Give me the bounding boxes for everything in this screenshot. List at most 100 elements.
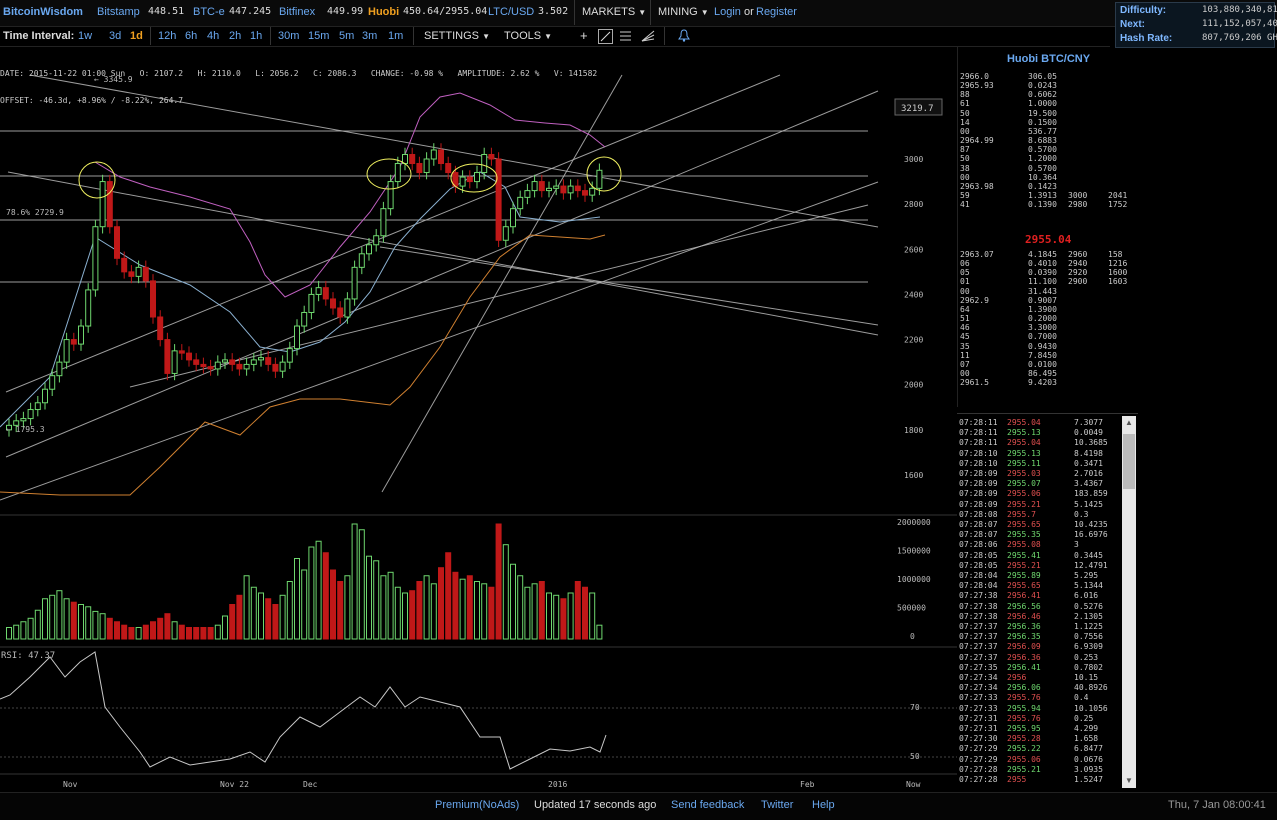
candle-body	[517, 196, 524, 210]
difficulty-value: 103,880,340,815	[1202, 5, 1277, 15]
trade-price: 2956.41	[1007, 662, 1041, 672]
order-book-row: 41 0.1390 2980 1752	[958, 200, 1139, 209]
divider	[150, 27, 151, 45]
interval-3d[interactable]: 3d	[109, 30, 122, 42]
exchange-ltcusd[interactable]: LTC/USD	[488, 6, 535, 18]
candle-body	[322, 287, 329, 300]
highlight-circle	[366, 158, 412, 190]
volume-bar	[466, 575, 473, 640]
time-tick: Feb	[800, 780, 815, 789]
trades-scrollbar[interactable]: ▲ ▼	[1122, 416, 1136, 788]
trade-size: 0.0676	[1074, 754, 1103, 764]
clock: Thu, 7 Jan 08:00:41	[1168, 799, 1266, 811]
volume-tick: 500000	[897, 604, 926, 613]
settings-menu[interactable]: SETTINGS ▼	[424, 30, 490, 42]
trendline	[129, 204, 869, 388]
trade-time: 07:27:37	[959, 622, 998, 631]
interval-30m[interactable]: 30m	[278, 30, 300, 42]
order-book-price: 2966.0	[960, 72, 989, 81]
interval-4h[interactable]: 4h	[207, 30, 220, 42]
price-tick: 1600	[904, 471, 923, 480]
interval-5m[interactable]: 5m	[339, 30, 355, 42]
interval-1d[interactable]: 1d	[130, 30, 143, 42]
order-book-row: 07 0.0100	[958, 360, 1139, 369]
trade-size: 16.6976	[1074, 530, 1108, 540]
interval-1w[interactable]: 1w	[78, 30, 93, 42]
volume-bar	[42, 598, 48, 640]
help-link[interactable]: Help	[812, 799, 835, 811]
premium-link[interactable]: Premium(NoAds)	[435, 799, 520, 811]
order-book-price: 2963.07	[960, 250, 994, 259]
trade-size: 0.4	[1074, 693, 1089, 703]
scroll-thumb[interactable]	[1123, 434, 1135, 489]
exchange-btce[interactable]: BTC-e	[193, 6, 225, 18]
order-book-row: 50 19.500	[958, 109, 1139, 118]
horizontal-lines-icon[interactable]	[619, 30, 632, 45]
volume-bar	[193, 627, 200, 640]
interval-1h[interactable]: 1h	[250, 30, 263, 42]
site-logo[interactable]: BitcoinWisdom	[3, 6, 83, 18]
order-book-row: 00 10.364	[958, 173, 1139, 182]
line-tool-icon[interactable]	[598, 29, 613, 44]
interval-3m[interactable]: 3m	[362, 30, 378, 42]
volume-bar	[63, 598, 70, 640]
exchange-huobi[interactable]: Huobi	[368, 6, 400, 18]
scroll-down-icon[interactable]: ▼	[1125, 776, 1133, 785]
tools-menu[interactable]: TOOLS ▼	[504, 30, 552, 42]
interval-1m[interactable]: 1m	[388, 30, 404, 42]
divider	[664, 27, 665, 45]
candle-body	[222, 359, 228, 363]
trade-size: 0.7802	[1074, 662, 1103, 672]
scroll-up-icon[interactable]: ▲	[1125, 418, 1133, 427]
login-link[interactable]: Login	[714, 6, 741, 18]
high-annotation: ← 3345.9	[94, 75, 133, 84]
exchange-bitfinex[interactable]: Bitfinex	[279, 6, 316, 18]
drawn-trendlines	[0, 74, 879, 501]
feedback-link[interactable]: Send feedback	[671, 799, 745, 811]
trade-size: 10.15	[1074, 673, 1099, 682]
price-tick: 2200	[904, 336, 923, 345]
highlight-circle	[586, 156, 622, 192]
order-book-size: 3.3000	[1028, 323, 1057, 333]
mining-menu[interactable]: MINING ▼	[658, 6, 709, 18]
markets-menu[interactable]: MARKETS ▼	[582, 6, 646, 18]
order-book-row: 2962.9 0.9007	[958, 296, 1139, 305]
candle-info: DATE: 2015-11-22 01:00 Sun O: 2107.2 H: …	[0, 51, 597, 114]
trade-time: 07:27:28	[959, 775, 998, 784]
interval-2h[interactable]: 2h	[229, 30, 242, 42]
trade-size: 2.7016	[1074, 469, 1103, 478]
recent-trades[interactable]: 07:28:11 2955.04 7.3077 07:28:11 2955.13 0.00…	[957, 413, 1138, 790]
trade-size: 0.5276	[1074, 601, 1103, 611]
fan-tool-icon[interactable]	[641, 30, 655, 45]
exchange-bitstamp[interactable]: Bitstamp	[97, 6, 140, 18]
trade-price: 2955.04	[1007, 438, 1041, 448]
interval-15m[interactable]: 15m	[308, 30, 330, 42]
crosshair-icon[interactable]: +	[580, 28, 588, 43]
volume-bar	[70, 601, 77, 640]
trade-size: 2.1305	[1074, 611, 1103, 621]
order-book-size: 0.0243	[1028, 81, 1057, 91]
trade-time: 07:27:33	[959, 703, 998, 713]
candle-body	[366, 244, 372, 255]
trade-price: 2955.22	[1007, 744, 1041, 754]
register-link[interactable]: Register	[756, 6, 797, 18]
twitter-link[interactable]: Twitter	[761, 799, 794, 811]
order-book-row: 01 11.100 2900 1603	[958, 277, 1139, 286]
candle-body	[502, 226, 509, 241]
candle-body	[236, 363, 243, 370]
price-label-box	[894, 98, 943, 116]
trade-time: 07:28:09	[959, 499, 998, 509]
order-book-row: 06 0.4010 2940 1216	[958, 259, 1139, 268]
candle-body	[272, 363, 279, 372]
trendline	[5, 90, 879, 458]
volume-tick: 1500000	[897, 547, 931, 556]
order-book-size: 0.6062	[1028, 90, 1057, 100]
interval-12h[interactable]: 12h	[158, 30, 177, 42]
interval-6h[interactable]: 6h	[185, 30, 198, 42]
volume-bar	[416, 581, 423, 640]
volume-bar	[99, 613, 106, 640]
order-book-size: 0.1390	[1028, 200, 1057, 210]
volume-bar	[531, 583, 538, 640]
alert-bell-icon[interactable]	[678, 29, 690, 45]
price-chart[interactable]: 3000 2800 2600 2400 2200 2000 1800 1600 2000000…	[0, 47, 957, 792]
